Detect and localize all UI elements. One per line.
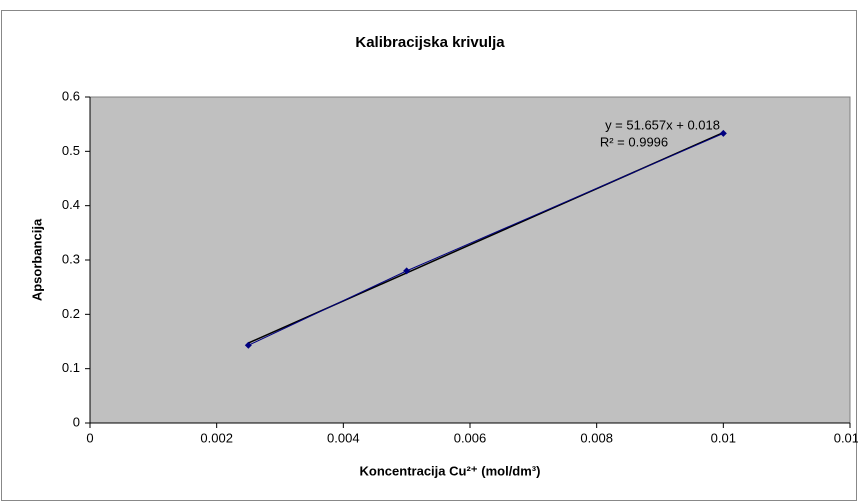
x-tick-label: 0.002 (200, 430, 233, 445)
x-tick-label: 0.012 (834, 430, 858, 445)
data-point (403, 267, 411, 275)
y-tick-label: 0 (73, 414, 80, 429)
x-axis-label: Koncentracija Cu²⁺ (mol/dm³) (360, 463, 541, 478)
data-point (719, 129, 727, 137)
plot-area (89, 96, 851, 424)
trendline-r2: R² = 0.9996 (600, 134, 668, 149)
y-tick-label: 0.3 (62, 251, 80, 266)
x-tick-label: 0 (86, 430, 93, 445)
x-tick-label: 0.008 (580, 430, 613, 445)
y-axis-label: Apsorbancija (29, 218, 44, 301)
y-tick-label: 0.5 (62, 143, 80, 158)
chart-title: Kalibracijska krivulja (355, 34, 505, 51)
y-tick-label: 0.6 (62, 88, 80, 103)
data-point (244, 341, 252, 349)
y-tick-label: 0.1 (62, 360, 80, 375)
x-tick-label: 0.01 (711, 430, 736, 445)
trendline-equation: y = 51.657x + 0.018 (605, 117, 720, 132)
x-tick-label: 0.006 (454, 430, 487, 445)
y-tick-label: 0.4 (62, 197, 80, 212)
x-tick-label: 0.004 (327, 430, 360, 445)
y-tick-label: 0.2 (62, 306, 80, 321)
